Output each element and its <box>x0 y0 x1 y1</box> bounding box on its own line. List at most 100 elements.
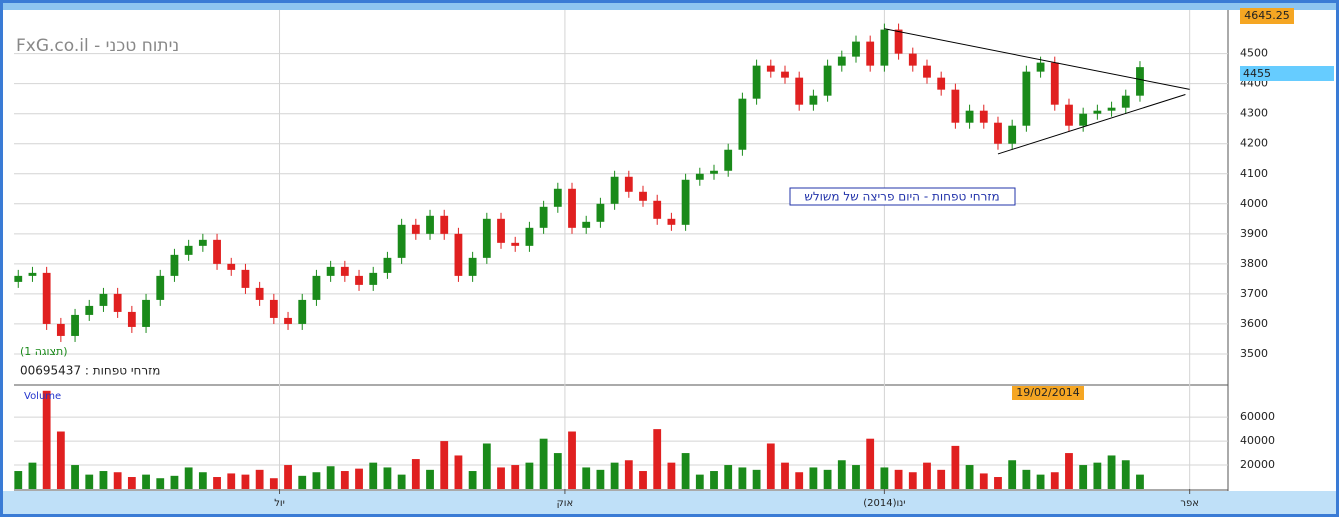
candle-body <box>99 293 108 306</box>
volume-bar <box>113 472 122 489</box>
volume-bar <box>497 467 505 489</box>
volume-bar <box>511 465 520 489</box>
volume-bar <box>482 443 491 489</box>
max-label-box <box>1240 8 1294 24</box>
annotation-box <box>789 187 1016 206</box>
candle-body <box>142 299 150 327</box>
candle-body <box>937 77 946 90</box>
candle-body <box>326 266 335 276</box>
volume-bar <box>994 477 1002 489</box>
candle-body <box>539 206 548 228</box>
volume-tick-label: 40000 <box>1240 434 1275 447</box>
candle-body <box>14 275 23 282</box>
volume-bar <box>1093 462 1102 489</box>
last-price-label: 4455 <box>1243 67 1271 80</box>
candle-body <box>482 218 491 258</box>
volume-bar <box>610 462 619 489</box>
volume-bar <box>553 453 562 489</box>
candle-body <box>525 227 534 246</box>
trendline <box>997 93 1186 155</box>
candle-body <box>667 218 676 225</box>
volume-bar <box>241 474 250 489</box>
candle-body <box>468 257 477 276</box>
candle-body <box>852 41 860 57</box>
volume-bar <box>42 390 51 489</box>
y-tick-label: 3600 <box>1240 317 1268 330</box>
volume-bar <box>710 471 718 489</box>
candle-body <box>511 242 520 246</box>
candle-body <box>1008 125 1017 144</box>
candle-body <box>383 257 392 273</box>
candle-body <box>766 65 775 72</box>
volume-bar <box>894 469 903 489</box>
volume-bar <box>880 467 889 489</box>
candle-body <box>624 176 633 192</box>
volume-bar <box>85 474 94 489</box>
symbol-label: מזרחי טפחות : 00695437 <box>20 364 160 378</box>
candle-body <box>610 176 619 204</box>
volume-bar <box>1065 453 1073 489</box>
candle-body <box>1050 62 1059 105</box>
candle-body <box>113 293 122 312</box>
candle-body <box>994 122 1002 144</box>
y-tick-label: 3800 <box>1240 257 1268 270</box>
volume-bar <box>1136 474 1144 489</box>
candle-body <box>440 215 449 234</box>
date-label-box <box>1012 386 1084 400</box>
candle-body <box>156 275 165 300</box>
top-bar <box>3 3 1336 10</box>
volume-bar <box>1107 455 1116 489</box>
volume-bar <box>198 472 207 489</box>
candle-body <box>894 29 903 54</box>
x-tick-label: אפר <box>1180 498 1199 509</box>
volume-bar <box>71 465 79 489</box>
candle-body <box>681 179 690 225</box>
volume-bar <box>255 469 264 489</box>
candle-body <box>951 89 960 123</box>
candle-body <box>880 29 889 66</box>
candle-body <box>639 191 647 201</box>
volume-bar <box>340 471 349 489</box>
candle-body <box>582 221 591 228</box>
volume-bar <box>866 438 875 489</box>
volume-bar <box>667 462 676 489</box>
date-label: 19/02/2014 <box>1016 386 1079 399</box>
candle-body <box>923 65 931 78</box>
volume-bar <box>951 445 960 489</box>
volume-bar <box>411 459 420 489</box>
x-tick-label: אוק <box>557 498 574 509</box>
volume-bar <box>156 478 165 489</box>
candle-body <box>979 110 988 123</box>
volume-bar <box>596 469 605 489</box>
volume-bar <box>525 462 534 489</box>
candle-body <box>653 200 662 219</box>
candle-body <box>1136 67 1144 96</box>
volume-bar <box>142 474 150 489</box>
x-tick-label: יול <box>274 498 285 509</box>
candle-body <box>497 218 505 243</box>
bottom-bar <box>3 491 1336 514</box>
chart-title: FxG.co.il - ניתוח טכני <box>16 36 179 56</box>
candle-body <box>568 188 576 228</box>
candle-body <box>426 215 434 234</box>
volume-bar <box>752 469 761 489</box>
volume-tick-label: 20000 <box>1240 458 1275 471</box>
candle-body <box>42 272 51 324</box>
volume-bar <box>14 471 23 489</box>
candle-body <box>298 299 307 324</box>
volume-bar <box>426 469 434 489</box>
candle-body <box>56 323 65 336</box>
candle-body <box>71 314 79 336</box>
volume-bar <box>355 468 363 489</box>
candle-body <box>340 266 349 276</box>
candle-body <box>866 41 875 66</box>
volume-label: Volume <box>24 391 61 402</box>
annotation: מזרחי טפחות - היום פריצה של משולש <box>804 190 999 204</box>
candle-body <box>85 305 94 315</box>
plot-layer: 3500360037003800390040004100420043004400… <box>14 10 1275 509</box>
volume-bar <box>454 455 463 489</box>
candle-body <box>1093 110 1102 114</box>
y-tick-label: 4300 <box>1240 107 1268 120</box>
